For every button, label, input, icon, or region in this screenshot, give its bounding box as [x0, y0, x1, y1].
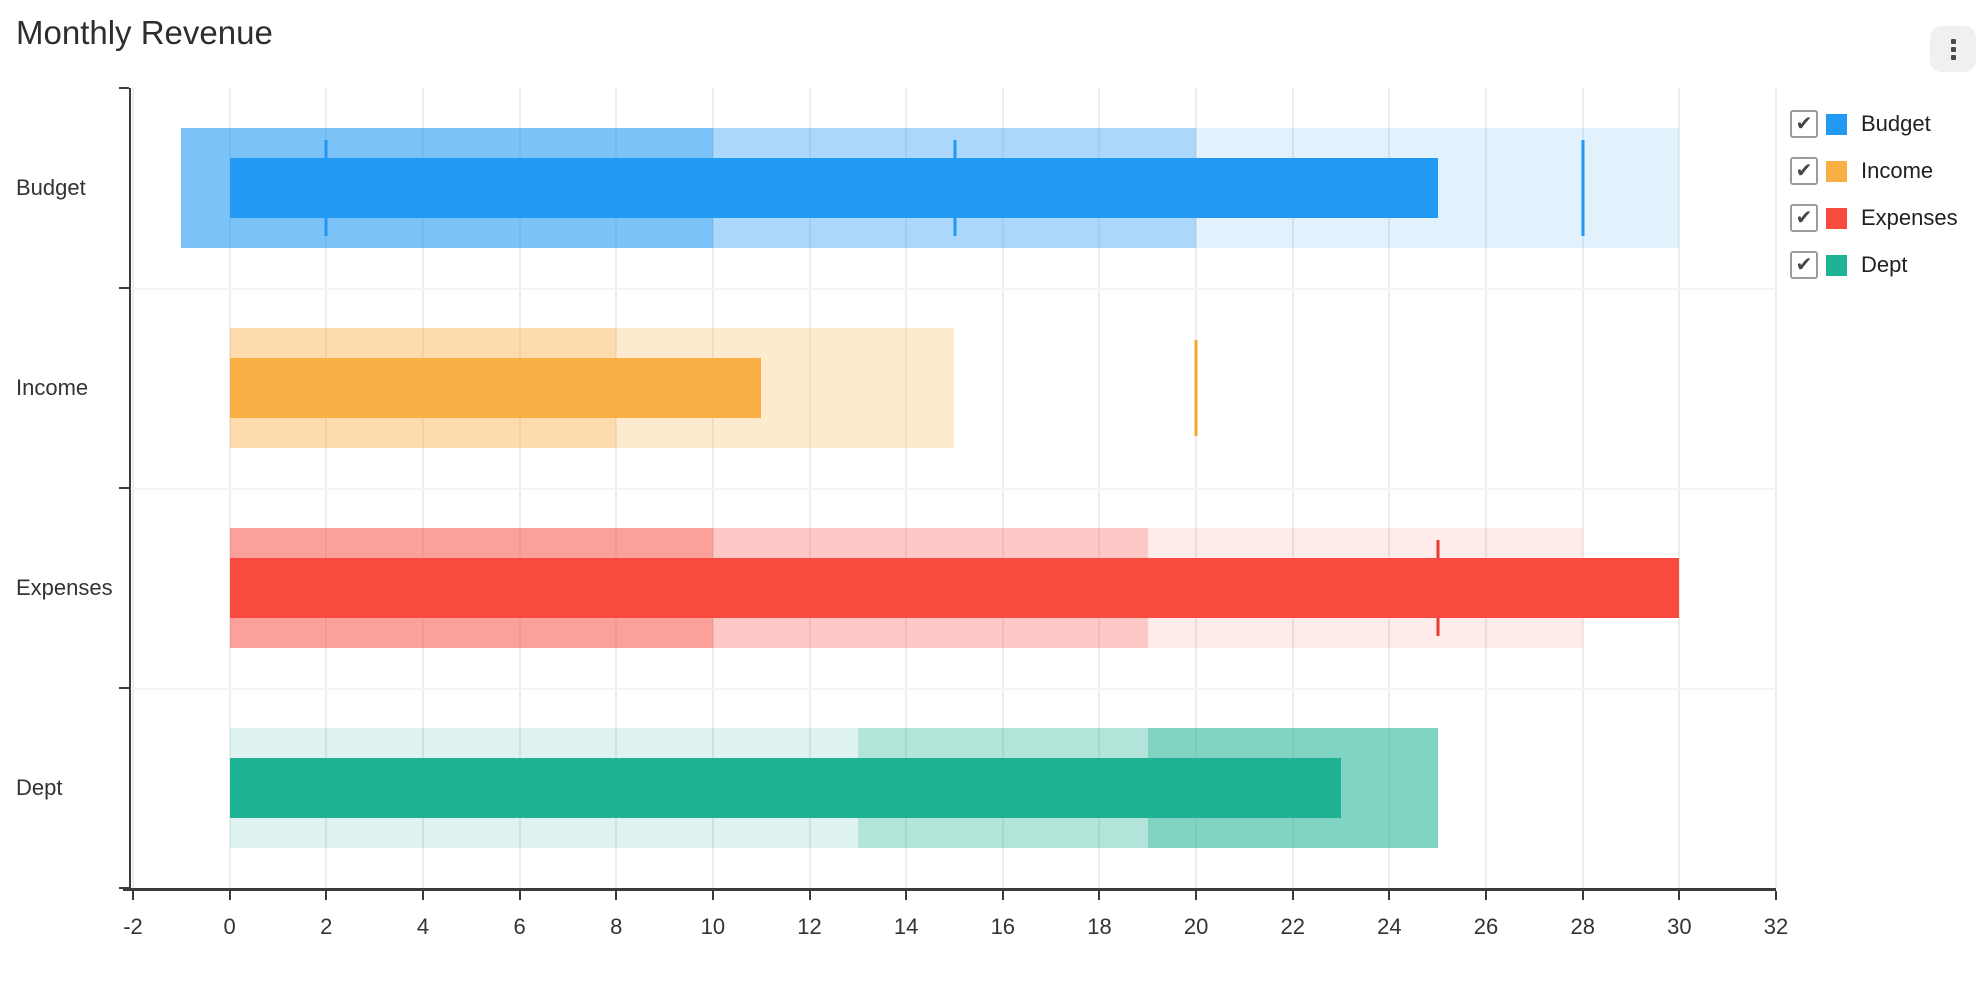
gridline-vertical: [1775, 88, 1777, 888]
target-marker: [1581, 140, 1585, 236]
x-axis-tick: [905, 891, 908, 900]
legend-swatch-icon: [1826, 113, 1847, 135]
x-axis-tick-label: 4: [416, 914, 430, 939]
target-marker: [1194, 340, 1198, 436]
x-axis-tick-label: 20: [1183, 914, 1209, 939]
checkmark-icon: ✔: [1795, 254, 1813, 276]
menu-button[interactable]: [1930, 26, 1976, 72]
legend-label: Expenses: [1861, 205, 1958, 230]
x-axis-tick-label: 24: [1377, 914, 1402, 939]
series-row-budget: [133, 88, 1776, 288]
legend-swatch-icon: [1826, 254, 1847, 276]
x-axis-tick: [615, 891, 618, 900]
y-axis-tick: [119, 687, 129, 689]
x-axis-tick-label: 10: [700, 914, 726, 939]
category-label-budget: Budget: [16, 175, 86, 200]
legend-swatch-icon: [1826, 160, 1847, 182]
checkmark-icon: ✔: [1795, 160, 1813, 182]
legend-item-budget: ✔ Budget: [1790, 110, 1958, 138]
x-axis-tick: [1098, 891, 1101, 900]
measure-bar-expenses: [229, 558, 1680, 618]
x-axis-tick: [518, 891, 521, 900]
x-axis-tick: [1678, 891, 1681, 900]
legend-checkbox-budget[interactable]: ✔: [1790, 110, 1818, 138]
x-axis-tick: [1388, 891, 1391, 900]
y-axis-tick: [119, 487, 129, 489]
series-row-dept: [133, 688, 1776, 888]
x-axis-tick: [228, 891, 231, 900]
x-axis-tick-label: 0: [223, 914, 236, 939]
page-title: Monthly Revenue: [16, 14, 273, 51]
x-axis-tick-label: 12: [797, 914, 822, 939]
x-axis-tick: [1001, 891, 1004, 900]
legend-label: Dept: [1861, 252, 1908, 277]
x-axis-tick: [1485, 891, 1488, 900]
legend-checkbox-income[interactable]: ✔: [1790, 157, 1818, 185]
checkmark-icon: ✔: [1795, 207, 1813, 229]
legend-checkbox-expenses[interactable]: ✔: [1790, 204, 1818, 232]
x-axis-tick: [1195, 891, 1198, 900]
category-label-income: Income: [16, 375, 89, 400]
plot-area: -2 0 2 4 6 8 10 12 14 16 18 20 22 24 26 28 30 32: [119, 87, 1788, 939]
kebab-menu-icon: [1950, 38, 1956, 60]
x-axis-tick-label: 6: [513, 914, 526, 939]
measure-bar-budget: [229, 158, 1438, 218]
x-axis-tick: [132, 891, 134, 900]
category-label-dept: Dept: [16, 775, 63, 800]
legend-item-expenses: ✔ Expenses: [1790, 204, 1958, 232]
x-axis-tick-label: 26: [1473, 914, 1499, 939]
x-axis-tick: [421, 891, 424, 900]
legend-label: Income: [1861, 158, 1934, 183]
x-axis-tick: [325, 891, 328, 900]
y-axis-tick: [119, 87, 129, 89]
x-axis-tick-label: 28: [1570, 914, 1595, 939]
x-axis-tick-label: 30: [1667, 914, 1692, 939]
category-label-expenses: Expenses: [16, 575, 113, 600]
x-axis-tick: [711, 891, 714, 900]
legend-label: Budget: [1861, 111, 1931, 136]
x-axis-tick: [1291, 891, 1294, 900]
gridline-horizontal: [133, 288, 1776, 290]
y-axis-line: [129, 88, 131, 888]
measure-bar-income: [229, 358, 762, 418]
x-axis-tick-label: 16: [990, 914, 1016, 939]
x-axis-tick: [808, 891, 811, 900]
y-axis-tick: [119, 287, 129, 289]
legend-item-dept: ✔ Dept: [1790, 251, 1958, 279]
x-axis-tick-label: 2: [320, 914, 333, 939]
legend: ✔ Budget ✔ Income ✔ Expenses ✔ Dept: [1790, 110, 1958, 298]
checkmark-icon: ✔: [1795, 113, 1813, 135]
legend-swatch-icon: [1826, 207, 1847, 229]
x-axis-tick: [1581, 891, 1584, 900]
gridline-horizontal: [133, 488, 1776, 490]
x-axis-tick-label: 22: [1280, 914, 1305, 939]
series-row-expenses: [133, 488, 1776, 688]
x-axis-tick-label: 8: [610, 914, 623, 939]
category-labels: Budget Income Expenses Dept: [16, 88, 128, 888]
x-axis-tick: [1775, 891, 1777, 900]
measure-bar-dept: [229, 758, 1342, 818]
x-axis-tick-label: 14: [893, 914, 919, 939]
x-axis-tick-label: -2: [123, 914, 143, 939]
gridline-horizontal: [133, 688, 1776, 690]
legend-item-income: ✔ Income: [1790, 157, 1958, 185]
legend-checkbox-dept[interactable]: ✔: [1790, 251, 1818, 279]
x-axis-line: [123, 888, 1776, 891]
series-row-income: [133, 288, 1776, 488]
x-axis-tick-label: 32: [1763, 914, 1789, 939]
x-axis-tick-label: 18: [1087, 914, 1112, 939]
